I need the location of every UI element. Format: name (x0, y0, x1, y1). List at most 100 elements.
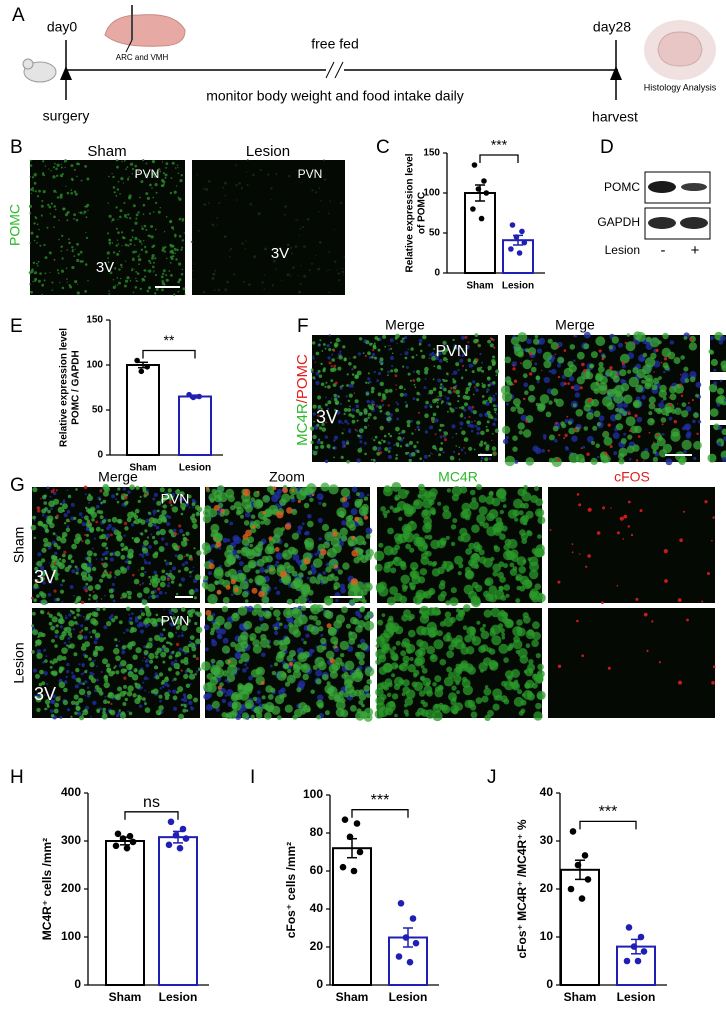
cell (350, 578, 358, 586)
cell (104, 550, 109, 556)
cell (388, 446, 392, 450)
x-tick-label: Lesion (179, 463, 211, 474)
cell (322, 673, 329, 681)
cell (315, 254, 317, 256)
cell (528, 384, 535, 392)
cell (343, 407, 348, 412)
cell (95, 646, 100, 651)
cell (165, 676, 169, 680)
cell (681, 426, 686, 431)
cell (237, 549, 241, 554)
cell (543, 360, 552, 369)
cell (312, 355, 314, 358)
cell (75, 667, 80, 673)
stain-red: /POMC (294, 354, 311, 403)
cell (143, 676, 148, 681)
cell (36, 509, 41, 513)
cell (571, 551, 574, 554)
cell (37, 279, 41, 283)
cell (301, 181, 303, 184)
cell (412, 397, 416, 401)
cell (106, 251, 110, 255)
cell (203, 187, 206, 190)
cell (137, 694, 141, 698)
data-point (129, 838, 137, 846)
cell (89, 506, 96, 513)
cell (347, 429, 352, 433)
cell (451, 436, 454, 439)
cell (185, 531, 190, 536)
cell (424, 366, 429, 372)
cell (113, 647, 120, 655)
cell (162, 504, 167, 509)
cell (598, 361, 604, 367)
cell (180, 633, 184, 638)
cell (316, 645, 325, 653)
cell (555, 398, 564, 407)
cell (523, 397, 526, 401)
cell (524, 682, 531, 689)
cell (101, 713, 108, 720)
data-point (581, 852, 589, 859)
cell (42, 190, 46, 194)
cell (284, 523, 292, 530)
cell (395, 442, 400, 446)
cell (428, 454, 431, 457)
cell (452, 390, 456, 393)
cell (57, 272, 60, 274)
data-point (481, 178, 487, 184)
cell (109, 571, 112, 574)
cell (717, 441, 722, 447)
cell (175, 642, 180, 647)
cell (598, 383, 600, 385)
cell (420, 349, 423, 353)
cell (117, 231, 120, 234)
cell (342, 562, 350, 570)
cell (161, 161, 164, 163)
cell (427, 343, 431, 347)
cell (522, 559, 527, 564)
cell (261, 596, 270, 604)
cell (158, 694, 163, 699)
cell (352, 357, 354, 359)
cell (115, 244, 118, 247)
cell (450, 524, 457, 530)
cell (330, 636, 339, 645)
cell (130, 523, 135, 527)
cell (144, 250, 148, 254)
cell (396, 403, 399, 406)
y-tick-label: 0 (434, 268, 440, 279)
cell (251, 587, 258, 594)
cell (360, 642, 368, 651)
cell (153, 570, 157, 575)
cell (342, 267, 344, 270)
cell (237, 634, 248, 646)
cell (36, 223, 39, 226)
cell (367, 382, 370, 384)
cell (435, 356, 439, 361)
cell (245, 171, 248, 173)
cell (505, 593, 510, 598)
cell (165, 215, 168, 218)
y-tick-label: 30 (540, 833, 554, 847)
cell (240, 186, 243, 190)
cell (684, 378, 690, 383)
cell (677, 403, 679, 405)
cell (131, 267, 133, 270)
cell (127, 685, 134, 692)
cell (167, 689, 172, 694)
cell (53, 258, 56, 261)
cell (527, 557, 532, 561)
cell (50, 713, 55, 718)
cell (483, 609, 492, 618)
cell (480, 366, 483, 369)
cell (46, 518, 53, 525)
cell (60, 666, 65, 671)
cell (337, 419, 342, 424)
cell (377, 619, 384, 626)
cell (234, 164, 237, 167)
cell (464, 452, 467, 454)
cell (348, 413, 353, 417)
cell (384, 345, 387, 348)
cell (608, 345, 613, 350)
